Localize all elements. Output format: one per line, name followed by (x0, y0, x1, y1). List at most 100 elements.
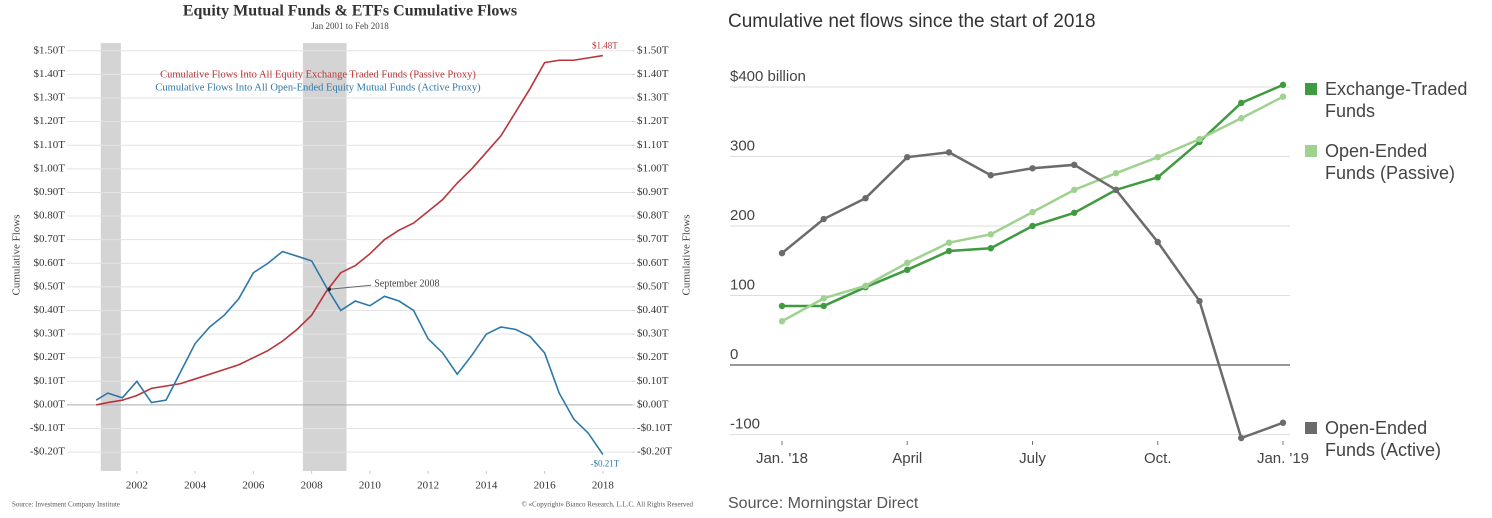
y2-tick-label: $1.50T (637, 44, 669, 56)
point (945, 247, 953, 255)
annotation-arrow (329, 284, 372, 290)
point (1238, 99, 1245, 107)
legend-label: Cumulative Flows Into All Open-Ended Equ… (155, 82, 481, 93)
y-tick-label: $1.40T (34, 68, 66, 80)
y-tick-label: $0.20T (34, 351, 66, 363)
y-tick-label: 100 (730, 276, 755, 293)
y-tick-label: 300 (730, 137, 755, 154)
y-tick-label: $1.00T (34, 162, 66, 174)
y-tick-label: $0.40T (34, 304, 66, 316)
x-tick-label: 2016 (534, 480, 557, 492)
point (1196, 135, 1203, 143)
y-tick-label: $1.20T (34, 115, 66, 127)
point (1112, 186, 1120, 194)
y2-tick-label: $0.70T (637, 233, 669, 245)
x-tick-label: 2010 (359, 480, 382, 492)
y-tick-label: $0.70T (34, 233, 66, 245)
copyright: © «Copyright» Bianco Research, L.L.C. Al… (521, 501, 693, 509)
y2-tick-label: $0.80T (637, 210, 669, 222)
legend-item: Exchange-Traded Funds (1305, 78, 1477, 122)
point (904, 153, 911, 161)
point (945, 239, 953, 246)
y-tick-label: -$0.20T (30, 446, 65, 458)
end-label: -$0.21T (591, 459, 620, 469)
point (862, 282, 869, 289)
y2-tick-label: $0.90T (637, 186, 669, 198)
point (1154, 174, 1161, 181)
y-tick-label: $1.50T (34, 44, 66, 56)
recession-shade (302, 43, 347, 471)
point (987, 245, 994, 252)
y-axis-label: Cumulative Flows (11, 215, 23, 296)
y2-axis-label: Cumulative Flows (681, 215, 693, 296)
source: Source: Morningstar Direct (728, 495, 919, 512)
point (820, 302, 827, 310)
x-tick-label: 2004 (184, 480, 207, 492)
y-tick-label: $0.10T (34, 375, 66, 387)
y-tick-label: $1.10T (34, 139, 66, 151)
y2-tick-label: $0.10T (637, 375, 669, 387)
y-tick-label: $0.80T (34, 210, 66, 222)
end-label: $1.48T (592, 41, 618, 51)
annotation-point (327, 287, 332, 292)
legend-label: Cumulative Flows Into All Equity Exchang… (160, 69, 476, 80)
y2-tick-label: $0.40T (637, 304, 669, 316)
chart-subtitle: Jan 2001 to Feb 2018 (311, 21, 389, 31)
source: Source: Investment Company Institute (12, 501, 120, 509)
annotation-text: September 2008 (374, 279, 439, 290)
y2-tick-label: $1.40T (637, 68, 669, 80)
x-tick-label: Jan. '19 (1257, 450, 1309, 467)
y2-tick-label: $0.20T (637, 351, 669, 363)
y-tick-label: $400 billion (730, 68, 806, 85)
y2-tick-label: $1.20T (637, 115, 669, 127)
chart-title: Cumulative net flows since the start of … (728, 11, 1096, 32)
y-tick-label: 200 (730, 207, 755, 224)
point (1029, 165, 1036, 172)
series-line (95, 54, 604, 406)
legend-swatch (1305, 83, 1317, 95)
y-tick-label: -$0.10T (30, 422, 65, 434)
x-tick-label: 2018 (592, 480, 615, 492)
y-tick-label: $0.90T (34, 186, 66, 198)
point (904, 259, 911, 267)
chart-title: Equity Mutual Funds & ETFs Cumulative Fl… (183, 3, 517, 20)
y-tick-label: $1.30T (34, 92, 66, 104)
point (1112, 169, 1120, 177)
x-tick-label: July (1019, 450, 1046, 467)
y-tick-label: -100 (730, 416, 760, 433)
x-tick-label: Jan. '18 (756, 450, 808, 467)
legend-item: Open-Ended Funds (Passive) (1305, 140, 1477, 184)
point (1279, 419, 1287, 426)
point (1071, 161, 1078, 169)
y2-tick-label: $1.00T (637, 162, 669, 174)
point (987, 231, 994, 238)
recession-shade (100, 43, 121, 471)
y2-tick-label: $1.10T (637, 139, 669, 151)
point (1071, 209, 1078, 216)
y-tick-label: $0.60T (34, 257, 66, 269)
y2-tick-label: -$0.10T (637, 422, 672, 434)
y2-tick-label: $0.50T (637, 280, 669, 292)
point (987, 172, 994, 179)
point (1154, 153, 1161, 161)
point (1279, 93, 1287, 100)
legend-swatch (1305, 145, 1317, 157)
point (1279, 81, 1287, 89)
y2-tick-label: $0.30T (637, 328, 669, 340)
y-tick-label: $0.50T (34, 280, 66, 292)
legend-item: Open-Ended Funds (Active) (1305, 417, 1477, 461)
x-tick-label: 2014 (475, 480, 498, 492)
series-line (95, 250, 604, 455)
x-tick-label: 2012 (417, 480, 439, 492)
y2-tick-label: $0.60T (637, 257, 669, 269)
series-line (782, 83, 1284, 308)
legend-label: Open-Ended Funds (Passive) (1325, 141, 1456, 183)
x-tick-label: 2006 (242, 480, 265, 492)
y2-tick-label: $0.00T (637, 398, 669, 410)
point (1029, 208, 1036, 216)
y2-tick-label: $1.30T (637, 92, 669, 104)
x-tick-label: April (892, 450, 922, 467)
x-tick-label: Oct. (1144, 450, 1172, 467)
